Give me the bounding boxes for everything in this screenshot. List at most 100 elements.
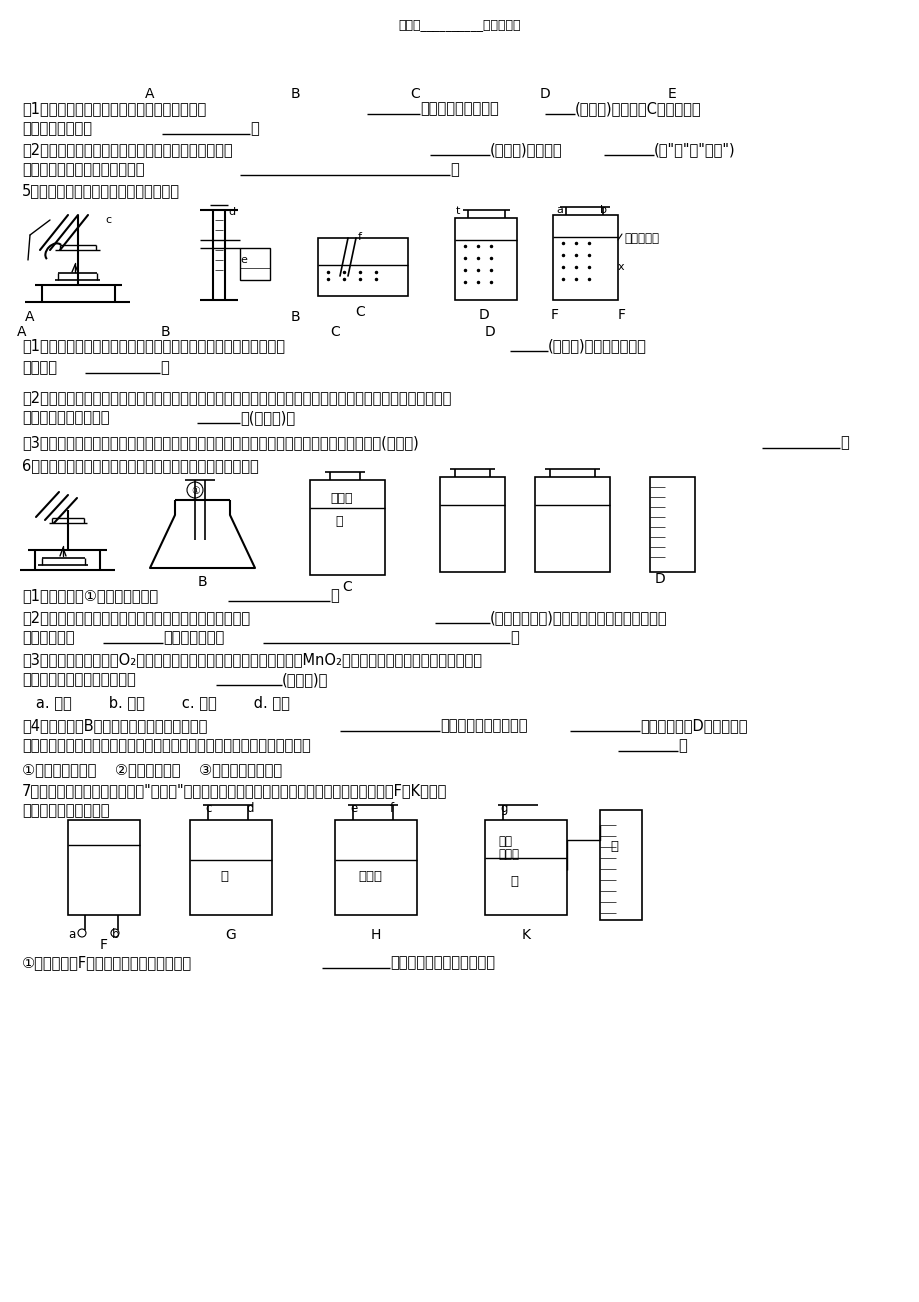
Text: 水: 水 [335, 516, 342, 529]
Text: a. 烘干        b. 溶解        c. 过滤        d. 洗涤: a. 烘干 b. 溶解 c. 过滤 d. 洗涤 [22, 695, 289, 710]
Text: (填序号)。: (填序号)。 [282, 672, 328, 687]
Text: ①: ① [191, 486, 199, 496]
Text: f: f [390, 802, 393, 815]
Text: 一层: 一层 [497, 835, 512, 848]
Text: 。: 。 [677, 738, 686, 753]
Text: 水: 水 [220, 870, 228, 883]
Text: （1）实验室用高锰酸钾制氧气的文字表达式是: （1）实验室用高锰酸钾制氧气的文字表达式是 [22, 102, 206, 116]
Text: 口进入（填导管口符号）。: 口进入（填导管口符号）。 [390, 954, 494, 970]
Text: 。(填序号)。: 。(填序号)。 [240, 410, 295, 424]
Text: G: G [225, 928, 236, 943]
Text: ①实验室若用F装置收集氧气，则氧气应从: ①实验室若用F装置收集氧气，则氧气应从 [22, 954, 192, 970]
Text: a: a [68, 928, 75, 941]
Text: 装置的特点回答问题：: 装置的特点回答问题： [22, 803, 109, 818]
Text: （1）实验室中，用加热高锰酸钾的方法制取氧气，发生装置可选用: （1）实验室中，用加热高锰酸钾的方法制取氧气，发生装置可选用 [22, 339, 285, 353]
Bar [552, 215, 618, 299]
Bar [335, 820, 416, 915]
Bar [68, 820, 140, 915]
Text: D: D [539, 87, 550, 102]
Text: t: t [456, 206, 460, 216]
Text: D: D [654, 572, 664, 586]
Text: D: D [484, 326, 494, 339]
Text: 来测量生成的氧气的体积，在水面上放一层植物油的主要目的是（填序号）: 来测量生成的氧气的体积，在水面上放一层植物油的主要目的是（填序号） [22, 738, 311, 753]
Text: (填序号)，该反应的化学: (填序号)，该反应的化学 [548, 339, 646, 353]
Bar [439, 477, 505, 572]
Text: 方程式为: 方程式为 [22, 359, 57, 375]
Text: 7、在实验室中，集气瓶被称做"万能瓶"，用它可以组装成各种用途的装置，请仔细观察下列（F～K）各个: 7、在实验室中，集气瓶被称做"万能瓶"，用它可以组装成各种用途的装置，请仔细观察… [22, 783, 447, 798]
Text: 水: 水 [609, 840, 618, 853]
Text: c: c [105, 215, 111, 225]
Text: （4）实验室用B装置制取氧气的文字表达式为: （4）实验室用B装置制取氧气的文字表达式为 [22, 717, 207, 733]
Text: A: A [145, 87, 154, 102]
Text: 的发生装置为: 的发生装置为 [22, 630, 74, 644]
Bar [455, 217, 516, 299]
Text: 植物油: 植物油 [497, 848, 518, 861]
Text: （1）写出标号①所示仪器的名称: （1）写出标号①所示仪器的名称 [22, 589, 158, 603]
Text: 6、下图所示为实验室常用的实验装置，据此回答下列问题：: 6、下图所示为实验室常用的实验装置，据此回答下列问题： [22, 458, 258, 473]
Text: 用于实验室制取氧气，其理由是: 用于实验室制取氧气，其理由是 [22, 161, 144, 177]
Text: ，氧气和氢气都可以用: ，氧气和氢气都可以用 [439, 717, 527, 733]
Text: C: C [410, 87, 419, 102]
Text: A: A [17, 326, 27, 339]
Text: e: e [349, 802, 357, 815]
Text: H: H [370, 928, 380, 943]
Text: （2）实验室制取氧气应选用的发生装置和收集装置为: （2）实验室制取氧气应选用的发生装置和收集装置为 [22, 142, 233, 158]
Text: 行回收，则正确的操作顺序是: 行回收，则正确的操作顺序是 [22, 672, 136, 687]
Text: x: x [618, 262, 624, 272]
Text: (填序号)。该装置: (填序号)。该装置 [490, 142, 562, 158]
Text: 。: 。 [839, 435, 848, 450]
Text: ，反应的发生装置为: ，反应的发生装置为 [420, 102, 498, 116]
Text: （2）实验室用加热高锰酸钾的方法制取氧气的发生装置为: （2）实验室用加热高锰酸钾的方法制取氧气的发生装置为 [22, 611, 250, 625]
Text: 气，验满的方法是: 气，验满的方法是 [22, 121, 92, 135]
Text: （2）氢气是最清洁的燃料，密度比空气小，难溶于水，实验室常用锌粒与稀硫酸反应来制得。其制备氢气发生: （2）氢气是最清洁的燃料，密度比空气小，难溶于水，实验室常用锌粒与稀硫酸反应来制… [22, 391, 451, 405]
Text: (填序号)。若采用C装置收集氧: (填序号)。若采用C装置收集氧 [574, 102, 701, 116]
Bar [599, 810, 641, 921]
Text: 学校名__________班级姓名。: 学校名__________班级姓名。 [398, 18, 521, 31]
Text: d: d [245, 802, 254, 815]
Text: d: d [228, 207, 235, 217]
Text: B: B [289, 87, 300, 102]
Text: E: E [667, 87, 675, 102]
Bar [240, 247, 269, 280]
Text: （3）实验室用石灰石与稀盐酸反应制备氧气，并测定所收集的氧气的体积，应选用的装置是(填序号): （3）实验室用石灰石与稀盐酸反应制备氧气，并测定所收集的氧气的体积，应选用的装置… [22, 435, 418, 450]
Text: c: c [205, 802, 211, 815]
Text: 装置来收集。D装置可以用: 装置来收集。D装置可以用 [640, 717, 746, 733]
Text: 。: 。 [250, 121, 258, 135]
Text: K: K [521, 928, 530, 943]
Text: 一层植物油: 一层植物油 [623, 232, 658, 245]
Text: C: C [342, 579, 351, 594]
Bar [484, 820, 566, 915]
Text: 。: 。 [160, 359, 168, 375]
Text: g: g [499, 802, 507, 815]
Text: 植物油: 植物油 [330, 492, 352, 505]
Text: B: B [160, 326, 170, 339]
Text: b: b [112, 928, 119, 941]
Bar [318, 238, 407, 296]
Text: 。: 。 [330, 589, 338, 603]
Bar [310, 480, 384, 575]
Text: B: B [197, 575, 207, 589]
Text: e: e [240, 255, 246, 266]
Text: 水: 水 [509, 875, 517, 888]
Text: C: C [355, 305, 365, 319]
Text: F: F [550, 309, 559, 322]
Text: a: a [555, 204, 562, 215]
Text: A: A [25, 310, 35, 324]
Text: b: b [599, 204, 607, 215]
Text: 。: 。 [449, 161, 459, 177]
Text: 。: 。 [509, 630, 518, 644]
Bar [190, 820, 272, 915]
Text: C: C [330, 326, 339, 339]
Text: f: f [357, 232, 361, 242]
Text: ，文字表达式为: ，文字表达式为 [163, 630, 224, 644]
Text: (填"能"或"不能"): (填"能"或"不能") [653, 142, 735, 158]
Text: （3）若从高锰酸钾制取O₂后的固体残渣中回收二氧化锰（固体中只有MnO₂不溶于水），可通过以下四步实验进: （3）若从高锰酸钾制取O₂后的固体残渣中回收二氧化锰（固体中只有MnO₂不溶于水… [22, 652, 482, 667]
Text: F: F [618, 309, 625, 322]
Text: 石灰水: 石灰水 [357, 870, 381, 883]
Text: F: F [100, 937, 108, 952]
Text: ①防止氧气溶于水    ②防止水分蒸发    ③防止氧气与水反应: ①防止氧气溶于水 ②防止水分蒸发 ③防止氧气与水反应 [22, 762, 282, 777]
Text: 5、结合下列各图装置，回答有关问题。: 5、结合下列各图装置，回答有关问题。 [22, 184, 180, 198]
Bar [650, 477, 694, 572]
Text: (填序号，下同)；实验室用过氧化氢制取氧气: (填序号，下同)；实验室用过氧化氢制取氧气 [490, 611, 667, 625]
Bar [535, 477, 609, 572]
